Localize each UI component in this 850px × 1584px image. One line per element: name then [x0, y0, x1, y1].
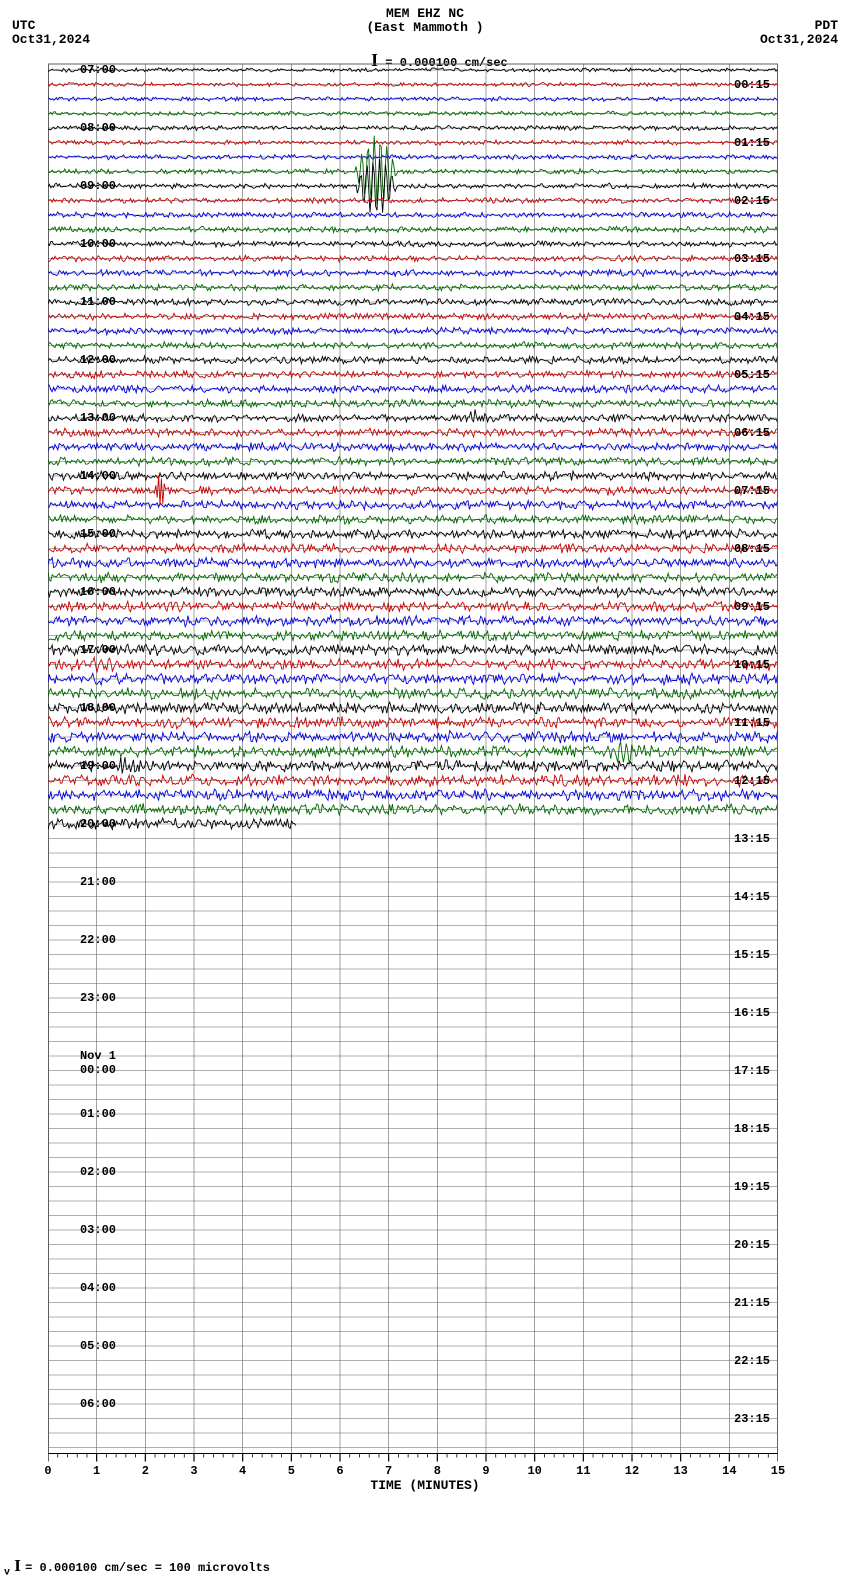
helicorder-plot — [48, 60, 778, 1480]
pdt-hour-label: 19:15 — [734, 1180, 770, 1194]
utc-hour-label: Nov 1 00:00 — [56, 1049, 116, 1077]
pdt-hour-label: 03:15 — [734, 252, 770, 266]
pdt-hour-label: 11:15 — [734, 716, 770, 730]
station-subtitle: (East Mammoth ) — [0, 20, 850, 35]
pdt-hour-label: 04:15 — [734, 310, 770, 324]
pdt-hour-label: 07:15 — [734, 484, 770, 498]
pdt-hour-label: 09:15 — [734, 600, 770, 614]
utc-hour-label: 11:00 — [56, 295, 116, 309]
helicorder-svg — [48, 60, 778, 1510]
xaxis-tick-label: 15 — [768, 1464, 788, 1478]
xaxis-tick-label: 5 — [281, 1464, 301, 1478]
utc-hour-label: 19:00 — [56, 759, 116, 773]
pdt-hour-label: 00:15 — [734, 78, 770, 92]
utc-hour-label: 02:00 — [56, 1165, 116, 1179]
utc-hour-label: 03:00 — [56, 1223, 116, 1237]
pdt-hour-label: 06:15 — [734, 426, 770, 440]
xaxis-tick-label: 1 — [87, 1464, 107, 1478]
seismogram-page: UTC Oct31,2024 PDT Oct31,2024 MEM EHZ NC… — [0, 0, 850, 1584]
xaxis-tick-label: 7 — [379, 1464, 399, 1478]
xaxis-tick-label: 2 — [135, 1464, 155, 1478]
pdt-hour-label: 08:15 — [734, 542, 770, 556]
xaxis-tick-label: 4 — [233, 1464, 253, 1478]
utc-hour-label: 06:00 — [56, 1397, 116, 1411]
station-title: MEM EHZ NC — [0, 6, 850, 21]
xaxis-tick-label: 0 — [38, 1464, 58, 1478]
utc-hour-label: 22:00 — [56, 933, 116, 947]
pdt-hour-label: 05:15 — [734, 368, 770, 382]
pdt-hour-label: 02:15 — [734, 194, 770, 208]
utc-hour-label: 09:00 — [56, 179, 116, 193]
utc-hour-label: 16:00 — [56, 585, 116, 599]
xaxis-tick-label: 11 — [573, 1464, 593, 1478]
pdt-hour-label: 21:15 — [734, 1296, 770, 1310]
pdt-hour-label: 22:15 — [734, 1354, 770, 1368]
utc-hour-label: 12:00 — [56, 353, 116, 367]
xaxis-tick-label: 8 — [427, 1464, 447, 1478]
footer-scale: v I = 0.000100 cm/sec = 100 microvolts — [4, 1556, 270, 1578]
utc-hour-label: 05:00 — [56, 1339, 116, 1353]
utc-hour-label: 17:00 — [56, 643, 116, 657]
pdt-hour-label: 12:15 — [734, 774, 770, 788]
utc-hour-label: 07:00 — [56, 63, 116, 77]
pdt-hour-label: 15:15 — [734, 948, 770, 962]
utc-hour-label: 21:00 — [56, 875, 116, 889]
utc-hour-label: 10:00 — [56, 237, 116, 251]
xaxis-tick-label: 6 — [330, 1464, 350, 1478]
utc-hour-label: 23:00 — [56, 991, 116, 1005]
xaxis-tick-label: 13 — [671, 1464, 691, 1478]
xaxis-title: TIME (MINUTES) — [0, 1478, 850, 1493]
utc-hour-label: 15:00 — [56, 527, 116, 541]
xaxis-tick-label: 12 — [622, 1464, 642, 1478]
xaxis-tick-label: 10 — [525, 1464, 545, 1478]
pdt-hour-label: 01:15 — [734, 136, 770, 150]
pdt-hour-label: 18:15 — [734, 1122, 770, 1136]
utc-hour-label: 04:00 — [56, 1281, 116, 1295]
pdt-hour-label: 10:15 — [734, 658, 770, 672]
utc-hour-label: 20:00 — [56, 817, 116, 831]
utc-hour-label: 18:00 — [56, 701, 116, 715]
utc-hour-label: 08:00 — [56, 121, 116, 135]
xaxis-tick-label: 9 — [476, 1464, 496, 1478]
utc-hour-label: 14:00 — [56, 469, 116, 483]
xaxis-tick-label: 3 — [184, 1464, 204, 1478]
utc-hour-label: 13:00 — [56, 411, 116, 425]
xaxis-tick-label: 14 — [719, 1464, 739, 1478]
pdt-hour-label: 23:15 — [734, 1412, 770, 1426]
pdt-hour-label: 16:15 — [734, 1006, 770, 1020]
utc-hour-label: 01:00 — [56, 1107, 116, 1121]
pdt-hour-label: 14:15 — [734, 890, 770, 904]
pdt-hour-label: 17:15 — [734, 1064, 770, 1078]
pdt-hour-label: 13:15 — [734, 832, 770, 846]
pdt-hour-label: 20:15 — [734, 1238, 770, 1252]
